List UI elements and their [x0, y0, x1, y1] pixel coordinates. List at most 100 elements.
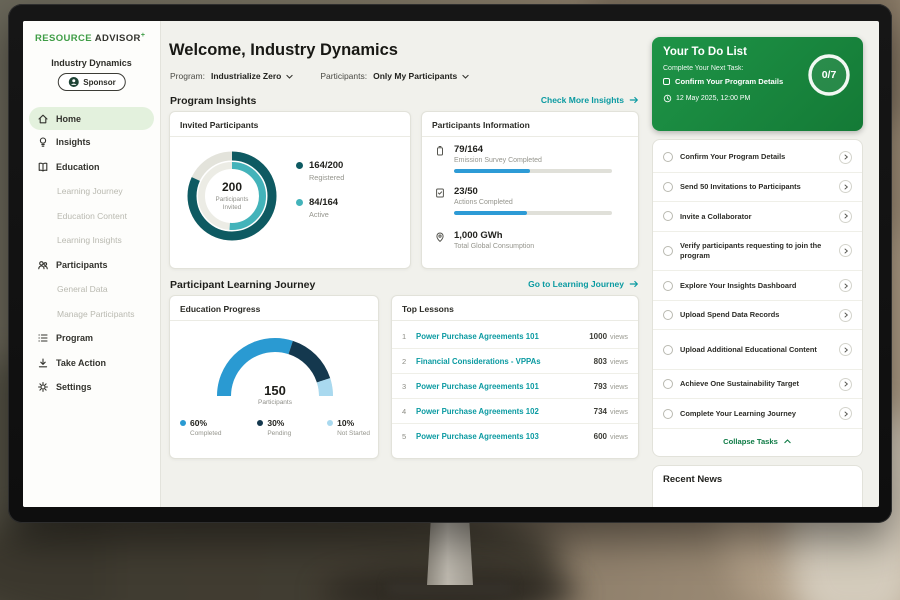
check-more-insights-link[interactable]: Check More Insights	[541, 95, 639, 105]
legend-dot	[257, 420, 264, 426]
go-to-learning-journey-link[interactable]: Go to Learning Journey	[528, 279, 639, 289]
task-label: Verify participants requesting to join t…	[680, 241, 822, 260]
arrow-right-icon	[629, 279, 639, 289]
due-date-row: 12 May 2025, 12:00 PM	[663, 94, 750, 103]
actions-completed-value: 23/50	[454, 186, 478, 197]
sidebar-item-take-action[interactable]: Take Action	[23, 351, 160, 376]
education-progress-card: Education Progress 150 Participants 60% …	[169, 295, 379, 459]
participants-dropdown[interactable]: Only My Participants	[373, 71, 470, 81]
task-label: Explore Your Insights Dashboard	[680, 280, 797, 290]
task-open-button[interactable]	[839, 150, 852, 164]
lesson-link[interactable]: Power Purchase Agreements 102	[416, 406, 539, 416]
emission-survey-label: Emission Survey Completed	[454, 157, 542, 164]
task-open-button[interactable]	[839, 180, 852, 194]
gauge-total-label: Participants	[258, 399, 292, 406]
card-title: Top Lessons	[402, 304, 454, 314]
filter-bar: Program: Industrialize Zero Participants…	[170, 71, 470, 81]
lesson-link[interactable]: Power Purchase Agreements 101	[416, 331, 539, 341]
task-row-achieve-target[interactable]: Achieve One Sustainability Target	[653, 370, 862, 400]
donut-center-label: 200 Participants Invited	[182, 146, 282, 246]
lesson-link[interactable]: Power Purchase Agreements 101	[416, 381, 539, 391]
sidebar-item-general-data[interactable]: General Data	[23, 277, 160, 302]
participants-information-card: Participants Information 79/164 Emission…	[421, 111, 639, 269]
task-row-verify-participants[interactable]: Verify participants requesting to join t…	[653, 232, 862, 272]
global-consumption-row: 1,000 GWh Total Global Consumption	[434, 230, 534, 250]
home-icon	[37, 113, 49, 125]
task-row-send-invitations[interactable]: Send 50 Invitations to Participants	[653, 173, 862, 203]
completed-label: Completed	[190, 430, 222, 437]
invited-legend: 164/200 Registered 84/164 Active	[296, 160, 344, 219]
monitor-stand	[427, 521, 473, 585]
task-row-upload-spend-data[interactable]: Upload Spend Data Records	[653, 301, 862, 331]
sidebar-item-home[interactable]: Home	[29, 107, 154, 130]
task-open-button[interactable]	[839, 343, 852, 357]
sidebar-item-program[interactable]: Program	[23, 326, 160, 351]
sidebar-item-insights[interactable]: Insights	[23, 130, 160, 155]
next-task-row[interactable]: Confirm Your Program Details	[663, 77, 783, 86]
sidebar-item-participants[interactable]: Participants	[23, 253, 160, 278]
task-label: Achieve One Sustainability Target	[680, 379, 799, 389]
person-circle-icon	[67, 76, 79, 88]
task-open-button[interactable]	[839, 279, 852, 293]
task-checkbox[interactable]	[663, 344, 673, 355]
participants-filter-label: Participants:	[320, 71, 368, 81]
task-row-explore-insights[interactable]: Explore Your Insights Dashboard	[653, 271, 862, 301]
task-open-button[interactable]	[839, 308, 852, 322]
invited-donut-chart: 200 Participants Invited	[182, 146, 282, 246]
views-label: views	[610, 331, 628, 341]
legend-dot	[180, 420, 186, 426]
lesson-link[interactable]: Financial Considerations - VPPAs	[416, 356, 541, 366]
monitor-bezel: RESOURCE ADVISOR+ Industry Dynamics Spon…	[8, 4, 892, 523]
legend-item-active: 84/164 Active	[296, 197, 344, 219]
checklist-icon	[434, 187, 446, 199]
actions-completed-row: 23/50 Actions Completed	[434, 186, 612, 215]
task-checkbox[interactable]	[663, 310, 673, 321]
task-checkbox[interactable]	[663, 152, 673, 163]
chevron-down-icon	[461, 72, 470, 81]
task-row-complete-learning-journey[interactable]: Complete Your Learning Journey	[653, 399, 862, 430]
task-row-confirm-program[interactable]: Confirm Your Program Details	[653, 143, 862, 173]
collapse-tasks-button[interactable]: Collapse Tasks	[653, 429, 862, 453]
task-open-button[interactable]	[839, 244, 852, 258]
task-checkbox[interactable]	[663, 181, 673, 192]
task-checkbox[interactable]	[663, 245, 673, 256]
sidebar-item-learning-insights[interactable]: Learning Insights	[23, 228, 160, 253]
task-checkbox[interactable]	[663, 379, 673, 390]
sidebar-item-education-content[interactable]: Education Content	[23, 204, 160, 229]
actions-completed-progressbar	[454, 211, 612, 215]
sidebar-item-learning-journey[interactable]: Learning Journey	[23, 179, 160, 204]
task-open-button[interactable]	[839, 209, 852, 223]
task-open-button[interactable]	[839, 407, 852, 421]
active-label: Active	[309, 210, 329, 219]
sidebar-item-settings[interactable]: Settings	[23, 375, 160, 400]
task-row-upload-educational-content[interactable]: Upload Additional Educational Content	[653, 330, 862, 370]
lesson-rank: 2	[402, 356, 407, 366]
sidebar-item-education[interactable]: Education	[23, 155, 160, 180]
checkbox-icon[interactable]	[663, 78, 670, 85]
battery-icon	[434, 145, 446, 157]
task-checkbox[interactable]	[663, 408, 673, 419]
task-row-invite-collaborator[interactable]: Invite a Collaborator	[653, 202, 862, 232]
clock-icon	[663, 94, 672, 103]
lesson-row: 3 Power Purchase Agreements 101 793 view…	[392, 374, 638, 399]
task-open-button[interactable]	[839, 377, 852, 391]
sidebar-item-manage-participants[interactable]: Manage Participants	[23, 302, 160, 327]
lesson-link[interactable]: Power Purchase Agreements 103	[416, 432, 539, 441]
card-title: Participants Information	[432, 120, 530, 130]
chevron-right-icon	[842, 311, 850, 319]
task-checkbox[interactable]	[663, 280, 673, 291]
task-checkbox[interactable]	[663, 211, 673, 222]
active-value: 84/164	[309, 197, 339, 208]
program-dropdown[interactable]: Industrialize Zero	[211, 71, 294, 81]
chevron-right-icon	[842, 282, 850, 290]
gauge-total: 150	[264, 383, 286, 398]
legend-dot	[327, 420, 334, 426]
sponsor-badge[interactable]: Sponsor	[57, 73, 126, 91]
download-icon	[37, 357, 49, 369]
legend-dot	[296, 199, 303, 206]
lesson-row: 5 Power Purchase Agreements 103 600 view…	[392, 424, 638, 449]
invited-total-label: Participants Invited	[215, 196, 249, 211]
sidebar-item-label: Program	[56, 333, 94, 344]
sidebar-item-label: Insights	[56, 137, 91, 148]
legend-item-pending: 30% Pending	[257, 418, 291, 437]
